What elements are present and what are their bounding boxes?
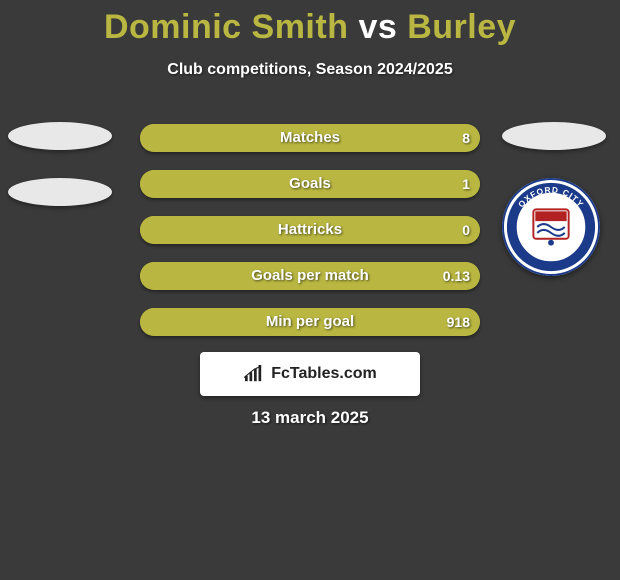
bar-label: Min per goal bbox=[140, 308, 480, 336]
bar-label: Goals bbox=[140, 170, 480, 198]
footer-site: FcTables.com bbox=[271, 365, 377, 383]
bar-value-right: 0.13 bbox=[443, 262, 470, 290]
stat-bar: Matches8 bbox=[140, 124, 480, 152]
footer-attribution: FcTables.com bbox=[200, 352, 420, 396]
bar-value-right: 8 bbox=[462, 124, 470, 152]
date-text: 13 march 2025 bbox=[0, 408, 620, 428]
placeholder-ellipse bbox=[8, 178, 112, 206]
stats-bars: Matches8Goals1Hattricks0Goals per match0… bbox=[140, 124, 480, 354]
subtitle: Club competitions, Season 2024/2025 bbox=[0, 61, 620, 79]
right-badge-column: OXFORD CITY FOOTBALL CLUB bbox=[502, 122, 612, 276]
bar-value-right: 918 bbox=[447, 308, 470, 336]
bar-value-right: 0 bbox=[462, 216, 470, 244]
bar-chart-icon bbox=[243, 365, 265, 383]
club-crest-icon: OXFORD CITY FOOTBALL CLUB bbox=[502, 178, 600, 276]
bar-label: Goals per match bbox=[140, 262, 480, 290]
player2-name: Burley bbox=[407, 8, 516, 46]
bar-label: Hattricks bbox=[140, 216, 480, 244]
stat-bar: Goals per match0.13 bbox=[140, 262, 480, 290]
left-badge-column bbox=[8, 122, 118, 234]
bar-label: Matches bbox=[140, 124, 480, 152]
club-badge: OXFORD CITY FOOTBALL CLUB bbox=[502, 178, 600, 276]
player1-name: Dominic Smith bbox=[104, 8, 349, 46]
stat-bar: Goals1 bbox=[140, 170, 480, 198]
stat-bar: Min per goal918 bbox=[140, 308, 480, 336]
vs-text: vs bbox=[358, 8, 397, 46]
page-title: Dominic Smith vs Burley bbox=[0, 0, 620, 47]
placeholder-ellipse bbox=[502, 122, 606, 150]
stat-bar: Hattricks0 bbox=[140, 216, 480, 244]
placeholder-ellipse bbox=[8, 122, 112, 150]
bar-value-right: 1 bbox=[462, 170, 470, 198]
